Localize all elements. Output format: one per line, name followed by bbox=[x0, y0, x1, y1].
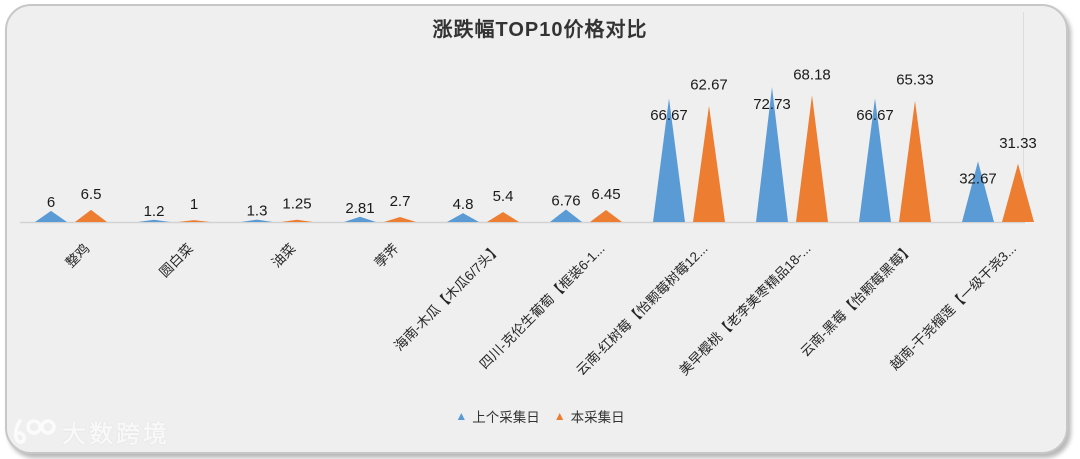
legend-current-label: 本采集日 bbox=[570, 410, 625, 425]
triangle-bar-s0-c3 bbox=[344, 216, 376, 222]
triangle-bar-s1-c8 bbox=[899, 100, 931, 222]
value-label-s0-c8: 66.67 bbox=[856, 107, 894, 124]
value-label-s1-c6: 62.67 bbox=[690, 77, 728, 94]
triangle-bar-s1-c5 bbox=[590, 210, 622, 222]
triangle-bar-s1-c6 bbox=[693, 105, 725, 222]
value-label-s1-c2: 1.25 bbox=[282, 196, 311, 213]
triangle-bar-s1-c4 bbox=[487, 212, 519, 222]
triangle-bar-s1-c2 bbox=[281, 219, 313, 222]
legend-item-current-day[interactable]: ▲ 本采集日 bbox=[554, 406, 625, 426]
chart-panel bbox=[5, 4, 1068, 454]
value-label-s1-c3: 2.7 bbox=[390, 193, 411, 210]
triangle-bar-s0-c6 bbox=[653, 98, 685, 222]
value-label-s1-c4: 5.4 bbox=[493, 188, 514, 205]
legend-current-triangle-icon: ▲ bbox=[553, 409, 566, 423]
triangle-bar-s1-c3 bbox=[384, 217, 416, 222]
value-label-s0-c3: 2.81 bbox=[345, 200, 374, 217]
triangle-bar-s0-c2 bbox=[241, 219, 273, 222]
triangle-bar-s1-c0 bbox=[75, 209, 107, 222]
triangle-bar-s0-c7 bbox=[756, 87, 788, 222]
value-label-s1-c5: 6.45 bbox=[591, 186, 620, 203]
value-label-s0-c1: 1.2 bbox=[144, 203, 165, 220]
triangle-bar-s0-c5 bbox=[550, 209, 582, 222]
legend-prev-label: 上个采集日 bbox=[472, 410, 540, 425]
legend-item-prev-day[interactable]: ▲ 上个采集日 bbox=[455, 406, 539, 426]
triangle-bar-s1-c7 bbox=[796, 95, 828, 222]
triangle-bar-s0-c9 bbox=[962, 161, 994, 222]
triangle-bar-s1-c9 bbox=[1002, 163, 1034, 222]
value-label-s1-c8: 65.33 bbox=[896, 72, 934, 89]
value-label-s0-c2: 1.3 bbox=[247, 203, 268, 220]
value-label-s0-c7: 72.73 bbox=[753, 96, 791, 113]
triangle-bar-s0-c1 bbox=[138, 219, 170, 222]
triangle-bar-s1-c1 bbox=[178, 220, 210, 222]
chart-title: 涨跌幅TOP10价格对比 bbox=[432, 19, 648, 41]
value-label-s0-c6: 66.67 bbox=[650, 107, 688, 124]
value-label-s0-c0: 6 bbox=[47, 194, 55, 211]
legend-prev-triangle-icon: ▲ bbox=[455, 409, 468, 423]
value-label-s0-c5: 6.76 bbox=[551, 193, 580, 210]
value-label-s1-c9: 31.33 bbox=[999, 135, 1037, 152]
value-label-s1-c7: 68.18 bbox=[793, 66, 831, 83]
chart-legend: ▲ 上个采集日 ▲ 本采集日 bbox=[0, 406, 1080, 426]
value-label-s0-c4: 4.8 bbox=[453, 196, 474, 213]
triangle-bar-s0-c0 bbox=[35, 210, 67, 222]
value-label-s1-c0: 6.5 bbox=[81, 186, 102, 203]
triangle-bar-s0-c4 bbox=[447, 213, 479, 222]
value-label-s1-c1: 1 bbox=[190, 196, 198, 213]
value-label-s0-c9: 32.67 bbox=[959, 170, 997, 187]
triangle-bar-s0-c8 bbox=[859, 98, 891, 222]
